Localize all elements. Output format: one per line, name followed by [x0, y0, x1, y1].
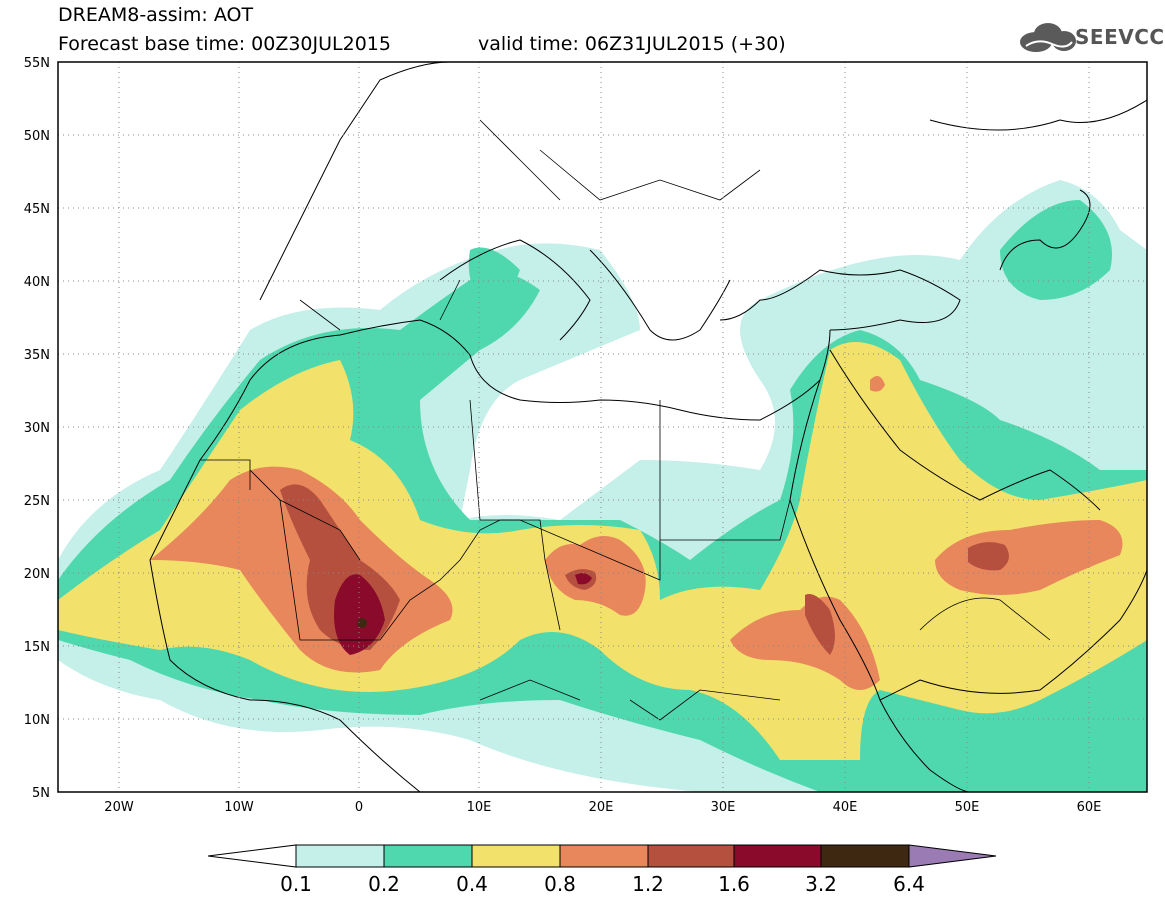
lat-label: 5N — [32, 786, 50, 801]
lon-label: 0 — [355, 800, 363, 815]
logo-text: SEEVCCC — [1075, 25, 1165, 49]
valid-time: valid time: 06Z31JUL2015 (+30) — [478, 33, 786, 55]
lon-label: 10E — [467, 800, 492, 815]
lon-label: 20E — [589, 800, 614, 815]
gridlines — [58, 62, 1147, 792]
colorbar-swatch — [559, 844, 649, 868]
colorbar-swatch — [471, 844, 561, 868]
colorbar-label: 0.1 — [280, 872, 312, 896]
map-title: DREAM8-assim: AOT — [58, 4, 254, 26]
lat-label: 45N — [24, 202, 50, 217]
lon-label: 20W — [104, 800, 134, 815]
lat-label: 30N — [24, 421, 50, 436]
lat-label: 10N — [24, 713, 50, 728]
colorbar-label: 0.2 — [368, 872, 400, 896]
colorbar-swatch — [383, 844, 473, 868]
colorbar — [207, 844, 997, 868]
aot-band-1-6 — [334, 573, 592, 655]
lat-label: 55N — [24, 56, 50, 71]
forecast-base-time: Forecast base time: 00Z30JUL2015 — [58, 33, 391, 55]
lat-label: 40N — [24, 275, 50, 290]
lon-label: 30E — [711, 800, 736, 815]
colorbar-label: 3.2 — [805, 872, 837, 896]
map-frame — [57, 61, 1148, 793]
country-borders — [200, 119, 1051, 721]
colorbar-swatch — [295, 844, 385, 868]
lat-label: 15N — [24, 640, 50, 655]
lon-label: 50E — [955, 800, 980, 815]
colorbar-swatch — [647, 844, 735, 868]
colorbar-swatch — [733, 844, 822, 868]
aot-band-3-2 — [357, 618, 367, 628]
colorbar-label: 1.6 — [718, 872, 750, 896]
lat-label: 35N — [24, 348, 50, 363]
aot-fields — [58, 180, 1147, 792]
lat-label: 25N — [24, 494, 50, 509]
lat-label: 50N — [24, 129, 50, 144]
cloud-icon — [1020, 23, 1076, 52]
lon-label: 40E — [833, 800, 858, 815]
colorbar-label: 1.2 — [632, 872, 664, 896]
seevccc-logo — [1020, 23, 1076, 52]
lon-labels: 20W 10W 0 10E 20E 30E 40E 50E 60E — [104, 800, 1101, 815]
colorbar-label: 0.4 — [456, 872, 488, 896]
lat-label: 20N — [24, 567, 50, 582]
colorbar-swatch — [820, 844, 910, 868]
lat-labels: 55N 50N 45N 40N 35N 30N 25N 20N 15N 10N … — [24, 56, 50, 801]
colorbar-low-arrow — [207, 844, 297, 868]
lon-label: 10W — [224, 800, 254, 815]
colorbar-label: 0.8 — [544, 872, 576, 896]
colorbar-high-arrow — [908, 844, 997, 868]
colorbar-label: 6.4 — [893, 872, 925, 896]
lon-label: 60E — [1077, 800, 1102, 815]
